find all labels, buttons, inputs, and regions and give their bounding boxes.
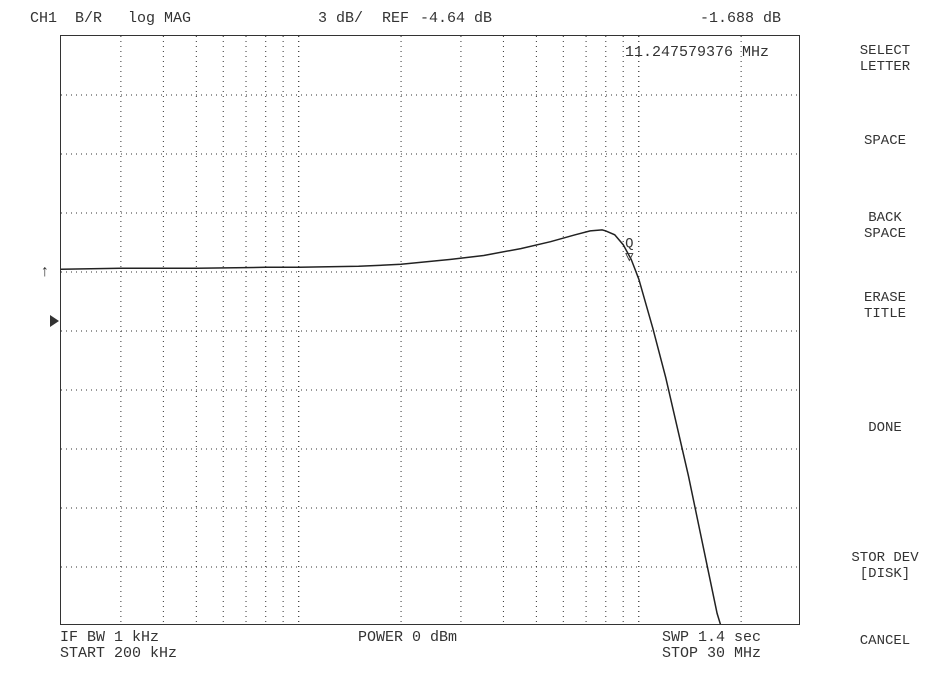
stop-label: STOP 30 MHz <box>662 645 761 662</box>
softkey-stor-dev-disk[interactable]: STOR DEV [DISK] <box>830 550 940 582</box>
ref-value: -4.64 dB <box>420 10 492 27</box>
plot-canvas <box>61 36 800 625</box>
header-bar: CH1 B/R log MAG 3 dB/ REF -4.64 dB -1.68… <box>0 0 830 35</box>
softkey-cancel[interactable]: CANCEL <box>830 633 940 649</box>
softkey-space[interactable]: SPACE <box>830 133 940 149</box>
softkey-back-space[interactable]: BACK SPACE <box>830 210 940 242</box>
softkey-select-letter[interactable]: SELECT LETTER <box>830 43 940 75</box>
scale-marker-icon <box>50 315 59 327</box>
plot-area: 11.247579376 MHz Q ▽ <box>60 35 800 625</box>
footer-bar: IF BW 1 kHz POWER 0 dBm SWP 1.4 sec STAR… <box>60 629 820 669</box>
softkey-erase-title[interactable]: ERASE TITLE <box>830 290 940 322</box>
sweep-label: SWP 1.4 sec <box>662 629 761 646</box>
ref-arrow-icon: ↑ <box>40 263 50 281</box>
marker-value: -1.688 dB <box>700 10 781 27</box>
ifbw-label: IF BW 1 kHz <box>60 629 159 646</box>
scale-label: 3 dB/ <box>318 10 363 27</box>
measurement-label: B/R <box>75 10 102 27</box>
start-label: START 200 kHz <box>60 645 177 662</box>
format-label: log MAG <box>128 10 191 27</box>
ref-label: REF <box>382 10 409 27</box>
softkey-done[interactable]: DONE <box>830 420 940 436</box>
softkey-column: SELECT LETTER SPACE BACK SPACE ERASE TITLE D… <box>830 35 940 655</box>
power-label: POWER 0 dBm <box>358 629 457 646</box>
marker-tag: Q ▽ <box>625 237 633 265</box>
marker-freq-label: 11.247579376 MHz <box>625 44 769 61</box>
channel-label: CH1 <box>30 10 57 27</box>
